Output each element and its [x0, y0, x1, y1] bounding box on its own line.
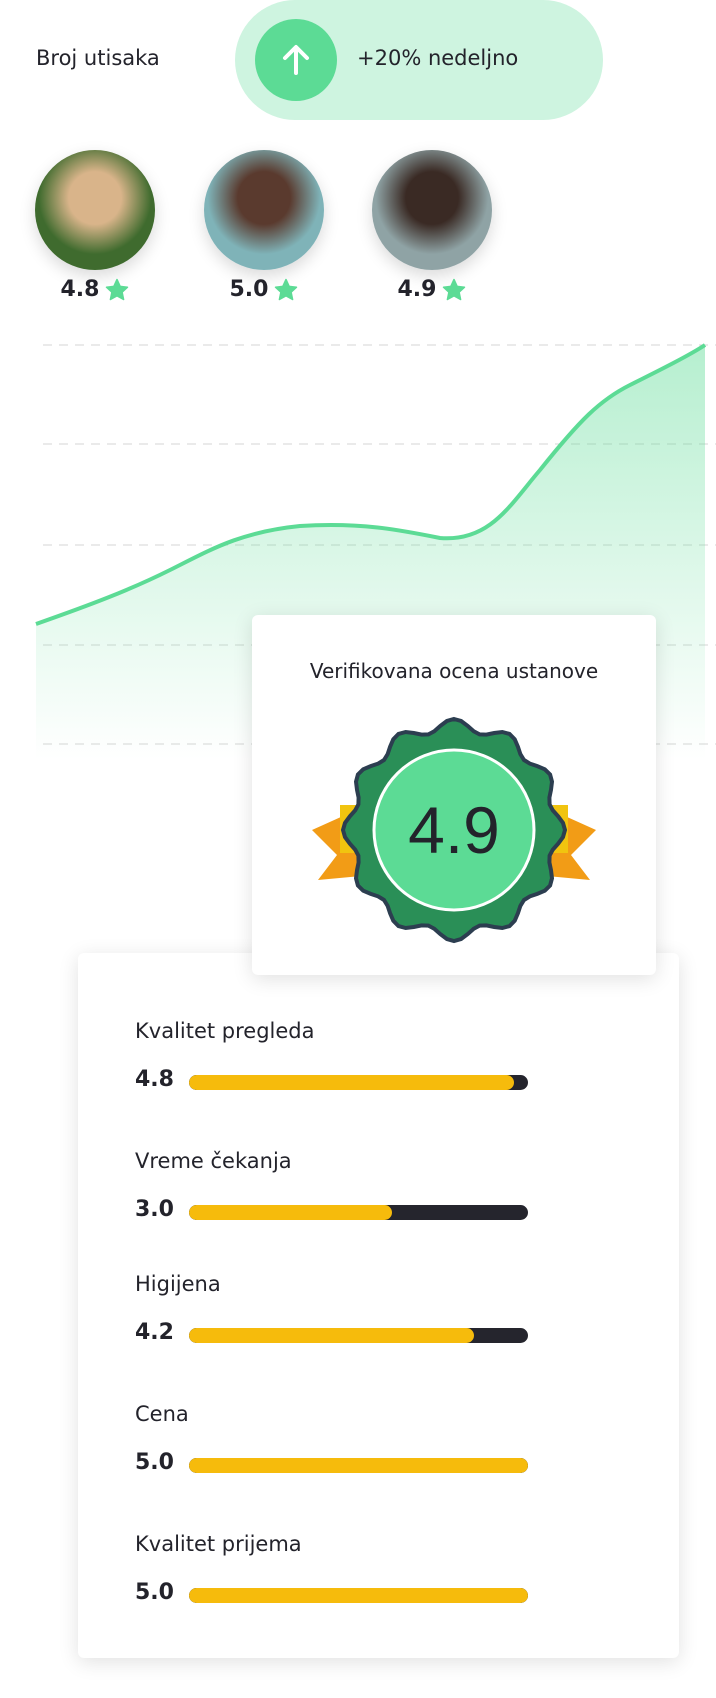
- weekly-trend-badge: +20% nedeljno: [235, 0, 603, 120]
- category-rating-bar: [189, 1075, 528, 1090]
- category-label: Cena: [135, 1402, 189, 1426]
- category-ratings-card: Kvalitet pregleda 4.8 Vreme čekanja 3.0 …: [78, 953, 679, 1658]
- category-rating-fill: [189, 1075, 515, 1090]
- chart-line: [35, 343, 707, 626]
- category-value: 5.0: [135, 1450, 174, 1475]
- verified-score: 4.9: [408, 793, 500, 867]
- category-rating-bar: [189, 1328, 528, 1343]
- category-rating-fill: [189, 1328, 474, 1343]
- category-label: Higijena: [135, 1272, 221, 1296]
- category-value: 5.0: [135, 1580, 174, 1605]
- star-icon: [443, 278, 466, 300]
- reviewer-avatar: [204, 150, 324, 270]
- rating-value: 4.9: [397, 277, 437, 302]
- reviewer-avatar: [372, 150, 492, 270]
- category-label: Vreme čekanja: [135, 1149, 292, 1173]
- reviewer-rating: 5.0: [204, 277, 324, 302]
- arrow-up-icon: [255, 19, 337, 101]
- category-rating-bar: [189, 1588, 528, 1603]
- category-value: 4.2: [135, 1320, 174, 1345]
- reviewer-rating: 4.8: [35, 277, 155, 302]
- rating-value: 5.0: [229, 277, 269, 302]
- trend-text: +20% nedeljno: [357, 46, 519, 70]
- category-rating-fill: [189, 1588, 528, 1603]
- verified-rating-card: Verifikovana ocena ustanove 4.9: [252, 615, 656, 975]
- category-rating-fill: [189, 1205, 393, 1220]
- category-value: 3.0: [135, 1197, 174, 1222]
- category-rating-bar: [189, 1458, 528, 1473]
- category-label: Kvalitet prijema: [135, 1532, 302, 1556]
- rating-value: 4.8: [60, 277, 100, 302]
- star-icon: [275, 278, 298, 300]
- verified-rating-title: Verifikovana ocena ustanove: [309, 659, 599, 683]
- category-value: 4.8: [135, 1067, 174, 1092]
- star-icon: [106, 278, 129, 300]
- rating-badge-icon: 4.9: [312, 716, 596, 944]
- category-rating-fill: [189, 1458, 528, 1473]
- reviewer-rating: 4.9: [372, 277, 492, 302]
- category-label: Kvalitet pregleda: [135, 1019, 315, 1043]
- category-rating-bar: [189, 1205, 528, 1220]
- impressions-label: Broj utisaka: [36, 46, 160, 70]
- reviewer-avatar: [35, 150, 155, 270]
